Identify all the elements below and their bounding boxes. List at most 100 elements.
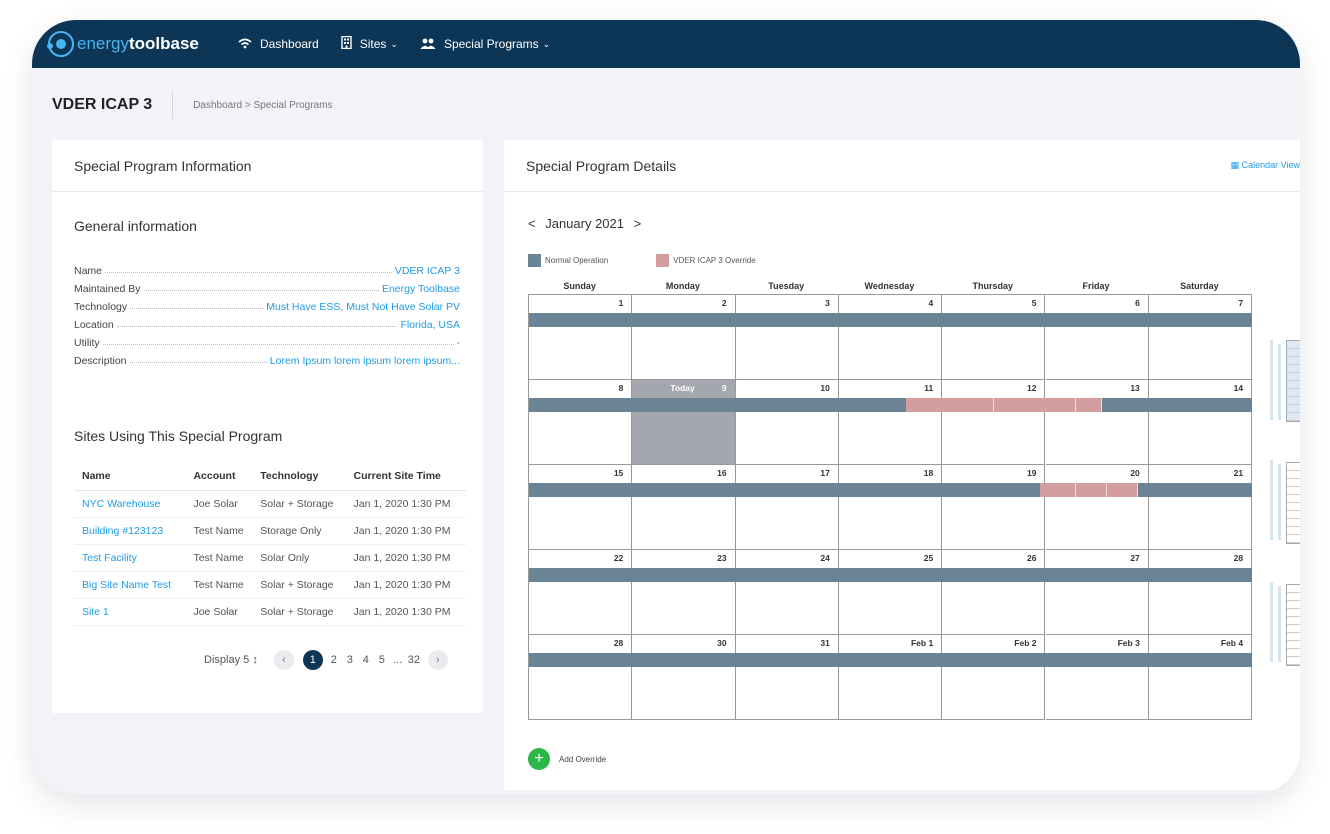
calendar-day-cell[interactable]: 3 (735, 295, 839, 380)
mini-month[interactable] (1286, 462, 1300, 544)
calendar-day-cell[interactable]: 25 (838, 550, 943, 635)
calendar-day-cell[interactable]: 23 (632, 550, 736, 635)
page-number[interactable]: 5 (378, 654, 385, 666)
override-segment[interactable] (993, 398, 1077, 412)
calendar-day-cell[interactable]: 16 (632, 465, 736, 550)
column-header[interactable]: Current Site Time (345, 462, 466, 491)
normal-operation-bar[interactable] (529, 313, 1253, 327)
override-segment[interactable] (906, 398, 994, 412)
info-value: Energy Toolbase (381, 283, 460, 295)
table-row[interactable]: Building #123123 Test Name Storage Only Jan… (74, 517, 466, 545)
info-row: Location Florida, USA (74, 313, 460, 331)
page-number[interactable]: 2 (330, 654, 337, 666)
site-name-link[interactable]: Building #123123 (74, 517, 186, 545)
calendar-day-cell[interactable]: 2 (632, 295, 736, 380)
day-number: 7 (1238, 298, 1244, 308)
calendar-day-cell[interactable]: 26 (942, 550, 1046, 635)
page-number[interactable]: 3 (346, 654, 353, 666)
calendar-day-cell[interactable]: 12 (942, 380, 1046, 465)
day-number: 4 (928, 298, 934, 308)
calendar-day-cell[interactable]: 11 (838, 380, 943, 465)
rail-line (1270, 582, 1273, 662)
mini-month[interactable] (1286, 584, 1300, 666)
day-number: 14 (1233, 383, 1244, 393)
calendar-day-cell[interactable]: 5 (942, 295, 1046, 380)
calendar-day-cell[interactable]: 14 (1148, 380, 1253, 465)
day-number: 16 (717, 468, 727, 478)
calendar-day-cell[interactable]: 13 (1045, 380, 1149, 465)
prev-page-button[interactable]: ‹ (273, 650, 294, 670)
plus-icon[interactable]: + (528, 748, 550, 770)
normal-operation-bar[interactable] (529, 653, 1253, 667)
page-number[interactable]: 32 (407, 654, 420, 666)
mini-month[interactable] (1286, 340, 1300, 422)
calendar-day-cell[interactable]: 19 (942, 465, 1046, 550)
normal-operation-bar[interactable] (529, 398, 1253, 412)
calendar-legend: Normal Operation VDER ICAP 3 Override (528, 254, 756, 267)
card-title: Special Program Details (504, 140, 1300, 192)
site-name-link[interactable]: Site 1 (74, 598, 186, 626)
info-label: Technology (74, 301, 128, 313)
column-header[interactable]: Technology (252, 462, 346, 491)
table-row[interactable]: Big Site Name Test Test Name Solar + Stora… (74, 571, 466, 599)
calendar-day-cell[interactable]: 28 (529, 635, 633, 720)
page-number[interactable]: 4 (362, 654, 369, 666)
energy-toolbase-logo[interactable]: energy toolbase (47, 31, 238, 57)
calendar-day-cell[interactable]: Feb 2 (942, 635, 1046, 720)
table-cell: Solar + Storage (252, 598, 346, 626)
info-row: Technology Must Have ESS, Must Not Have S… (74, 295, 460, 313)
calendar-day-cell[interactable]: 17 (735, 465, 839, 550)
column-header[interactable]: Name (74, 462, 186, 491)
calendar-day-cell[interactable]: Feb 3 (1045, 635, 1149, 720)
table-row[interactable]: Site 1 Joe Solar Solar + Storage Jan 1, 202… (74, 598, 466, 626)
calendar-day-cell[interactable]: 6 (1045, 295, 1149, 380)
table-row[interactable]: NYC Warehouse Joe Solar Solar + Storage Jan… (74, 490, 466, 518)
nav-special-programs[interactable]: Special Programs ⌄ (420, 37, 550, 52)
normal-operation-bar[interactable] (529, 483, 1253, 497)
nav-sites[interactable]: Sites ⌄ (341, 35, 398, 52)
calendar-day-cell[interactable]: Feb 1 (838, 635, 943, 720)
calendar-day-cell[interactable]: 27 (1045, 550, 1149, 635)
breadcrumb: Dashboard > Special Programs (193, 99, 333, 111)
normal-operation-bar[interactable] (529, 568, 1253, 582)
site-name-link[interactable]: Test Facility (74, 544, 186, 572)
site-name-link[interactable]: Big Site Name Test (74, 571, 186, 599)
next-page-button[interactable]: › (427, 650, 448, 670)
page-number[interactable]: 1 (302, 650, 323, 670)
calendar-day-cell[interactable]: 24 (735, 550, 839, 635)
add-override[interactable]: + Add Override (528, 748, 606, 770)
override-segment[interactable] (1040, 483, 1077, 497)
calendar-week: 8 Today 9 10 11 12 13 14 (529, 380, 1253, 465)
calendar-day-cell[interactable]: Feb 4 (1148, 635, 1253, 720)
calendar-day-cell[interactable]: 18 (838, 465, 943, 550)
calendar-day-cell[interactable]: 7 (1148, 295, 1253, 380)
day-number: 1 (618, 298, 624, 308)
calendar-week: 1 2 3 4 5 6 7 (529, 295, 1253, 380)
override-segment[interactable] (1076, 483, 1108, 497)
calendar-day-cell[interactable]: 22 (529, 550, 633, 635)
calendar-day-cell[interactable]: 1 (529, 295, 633, 380)
site-name-link[interactable]: NYC Warehouse (74, 490, 186, 518)
table-row[interactable]: Test Facility Test Name Solar Only Jan 1, 2… (74, 544, 466, 572)
day-number: 28 (613, 638, 624, 648)
calendar-view-button[interactable]: ▦ Calendar View (1231, 160, 1300, 171)
prev-month-button[interactable]: < (528, 216, 536, 231)
calendar-day-cell[interactable]: 31 (735, 635, 839, 720)
calendar-day-cell[interactable]: 20 (1045, 465, 1149, 550)
nav-dashboard[interactable]: Dashboard (238, 37, 319, 52)
calendar-day-cell[interactable]: Today 9 (632, 380, 736, 465)
override-segment[interactable] (1076, 398, 1103, 412)
column-header[interactable]: Account (185, 462, 253, 491)
calendar-day-cell[interactable]: 10 (735, 380, 839, 465)
calendar-day-cell[interactable]: 4 (838, 295, 943, 380)
override-segment[interactable] (1107, 483, 1139, 497)
calendar-day-cell[interactable]: 28 (1148, 550, 1253, 635)
calendar-day-cell[interactable]: 21 (1148, 465, 1253, 550)
calendar-day-cell[interactable]: 30 (632, 635, 736, 720)
calendar-day-cell[interactable]: 15 (529, 465, 633, 550)
table-cell: Solar + Storage (252, 571, 346, 599)
calendar-day-cell[interactable]: 8 (529, 380, 633, 465)
next-month-button[interactable]: > (633, 216, 642, 231)
display-count-select[interactable]: Display 5 ↕ (204, 654, 258, 666)
table-cell: Jan 1, 2020 1:30 PM (345, 490, 466, 518)
